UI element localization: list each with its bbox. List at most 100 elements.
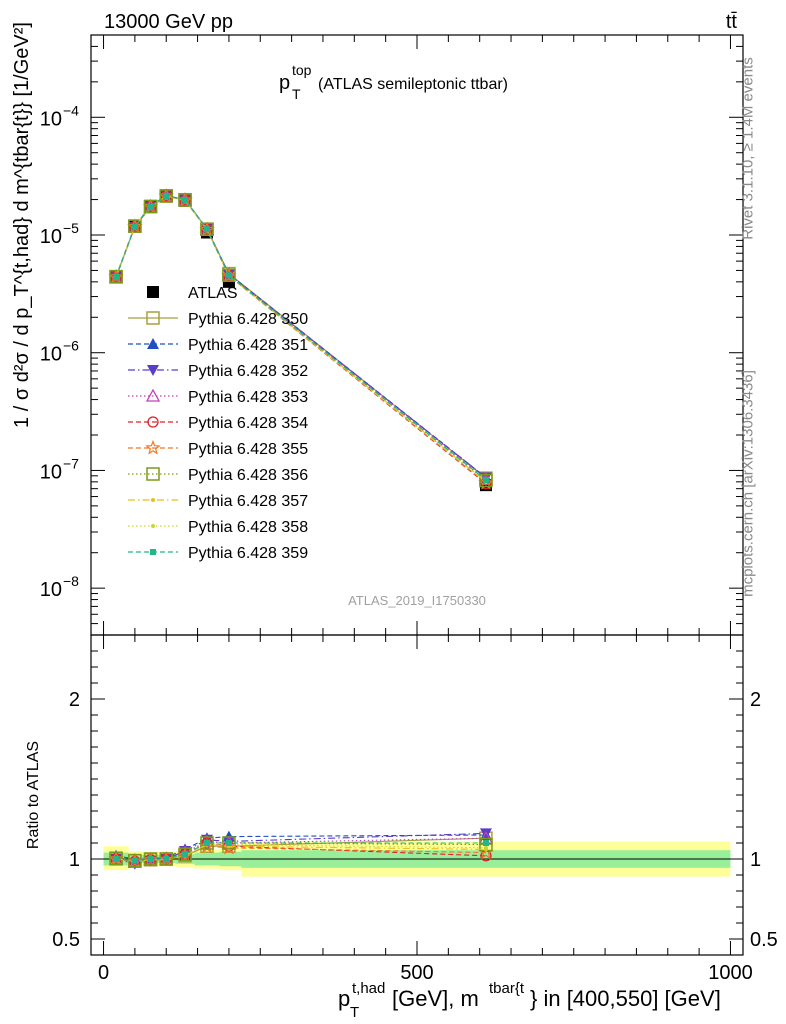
chart-title-sub: T (292, 86, 301, 102)
legend-marker (146, 467, 160, 481)
ratio-y-tick-label: 2 (69, 689, 80, 711)
legend-marker (151, 524, 155, 528)
x-tick-label: 500 (400, 962, 433, 984)
data-point (147, 203, 154, 210)
ratio-data-point (131, 857, 138, 864)
legend-entry: Pythia 6.428 350 (128, 311, 308, 328)
ratio-data-point (113, 856, 120, 862)
legend-label: Pythia 6.428 351 (188, 337, 308, 354)
y-tick-label-exponent: −4 (63, 102, 79, 118)
y-tick-label-exponent: −6 (63, 338, 79, 354)
legend-entry: Pythia 6.428 354 (128, 415, 308, 432)
data-point (203, 226, 210, 233)
chart-title-main: p (279, 72, 290, 94)
legend-entry: Pythia 6.428 359 (128, 545, 308, 562)
ratio-y-tick-label: 0.5 (52, 929, 80, 951)
ratio-data-point (479, 828, 492, 840)
legend: ATLAS Pythia 6.428 350 Pythia 6.428 351 Pyt… (128, 285, 308, 562)
y-axis-label: 1 / σ d²σ / d p_T^{t,had} d m^{tbar{t}} … (11, 22, 33, 428)
data-point (221, 267, 237, 283)
ratio-data-point (178, 847, 192, 861)
data-point (222, 268, 236, 283)
y-tick-label-exponent: −8 (63, 573, 79, 589)
data-point (182, 196, 189, 203)
ratio-y-axis-label: Ratio to ATLAS (25, 741, 42, 849)
ratio-data-point (182, 851, 189, 858)
y-tick-label-exponent: −7 (63, 455, 79, 471)
series-line (115, 195, 487, 483)
legend-label: Pythia 6.428 355 (188, 441, 308, 458)
legend-label: Pythia 6.428 352 (188, 363, 308, 380)
mcplots-credit-label: mcplots.cern.ch [arXiv:1306.3436] (739, 370, 757, 597)
legend-label: Pythia 6.428 356 (188, 467, 308, 484)
legend-entry: Pythia 6.428 358 (128, 519, 308, 536)
legend-marker (145, 439, 161, 455)
y-tick-label-base: 10 (40, 461, 62, 483)
legend-label: Pythia 6.428 357 (188, 493, 308, 510)
x-axis-label: pTt,had [GeV], m tbar{t} in [400,550] [Ge… (338, 980, 721, 1021)
legend-marker (147, 286, 159, 298)
ratio-data-point (482, 840, 489, 846)
data-point (482, 476, 489, 483)
ratio-panel: 0 500 1000 0.5 0.5 1 1 2 2 Ratio to ATLAS pTt,had … (25, 634, 778, 1021)
x-axis-label-end: } in [400,550] [GeV] (530, 986, 721, 1011)
legend-entry: ATLAS (147, 285, 238, 302)
ratio-data-point (158, 851, 174, 867)
legend-entry: Pythia 6.428 351 (128, 337, 308, 354)
data-point (177, 191, 193, 207)
data-point (113, 273, 120, 280)
ratio-data-point (142, 851, 159, 867)
legend-label: Pythia 6.428 358 (188, 519, 308, 536)
legend-marker (147, 338, 159, 349)
chart-title-rest: (ATLAS semileptonic ttbar) (318, 76, 508, 93)
legend-entry: Pythia 6.428 352 (128, 363, 308, 380)
ratio-data-point (163, 856, 170, 862)
ratio-data-point (225, 840, 232, 846)
ratio-y-tick-label-right: 0.5 (750, 929, 778, 951)
legend-entry: Pythia 6.428 353 (128, 388, 308, 406)
legend-marker (147, 365, 159, 376)
legend-marker (150, 549, 156, 555)
data-point (225, 272, 232, 279)
legend-label: Pythia 6.428 353 (188, 389, 308, 406)
series-pythia-6-428-359 (113, 192, 489, 483)
x-tick-label: 1000 (708, 962, 753, 984)
ratio-data-point (203, 840, 210, 846)
ratio-y-tick-label-right: 1 (750, 849, 761, 871)
data-point (109, 269, 123, 284)
header-beam-label: 13000 GeV pp (104, 11, 233, 33)
legend-entry: Pythia 6.428 357 (128, 493, 308, 510)
legend-entry: Pythia 6.428 356 (128, 467, 308, 484)
ratio-data-point (147, 856, 154, 862)
legend-entry: Pythia 6.428 355 (128, 439, 308, 458)
ratio-data-point (127, 853, 143, 869)
chart-title-sup: top (292, 62, 312, 78)
legend-label: Pythia 6.428 350 (188, 311, 308, 328)
rivet-version-label: Rivet 3.1.10, ≥ 1.4M events (739, 57, 757, 240)
legend-marker (145, 388, 161, 402)
y-tick-label-base: 10 (40, 344, 62, 366)
data-point (479, 473, 493, 488)
ratio-y-tick-label-right: 2 (750, 689, 761, 711)
x-axis-label-sup: t,had (352, 980, 385, 997)
legend-label: Pythia 6.428 354 (188, 415, 308, 432)
data-point (163, 192, 170, 199)
ratio-y-tick-label: 1 (69, 849, 80, 871)
data-point (143, 199, 158, 214)
data-point (159, 189, 173, 203)
legend-marker (147, 416, 159, 428)
header-process-label: tt̄ (726, 11, 738, 33)
series-line (115, 195, 487, 481)
ratio-series-pythia-6-428-359 (113, 840, 489, 864)
x-axis-label-mid: [GeV], m (392, 986, 479, 1011)
y-tick-label-exponent: −5 (63, 220, 79, 236)
legend-label: ATLAS (188, 285, 238, 302)
analysis-watermark: ATLAS_2019_I1750330 (348, 593, 486, 608)
ratio-frame (90, 634, 744, 956)
x-axis-label-p: p (338, 986, 350, 1011)
data-point (158, 187, 174, 203)
ratio-series-line (115, 832, 487, 865)
